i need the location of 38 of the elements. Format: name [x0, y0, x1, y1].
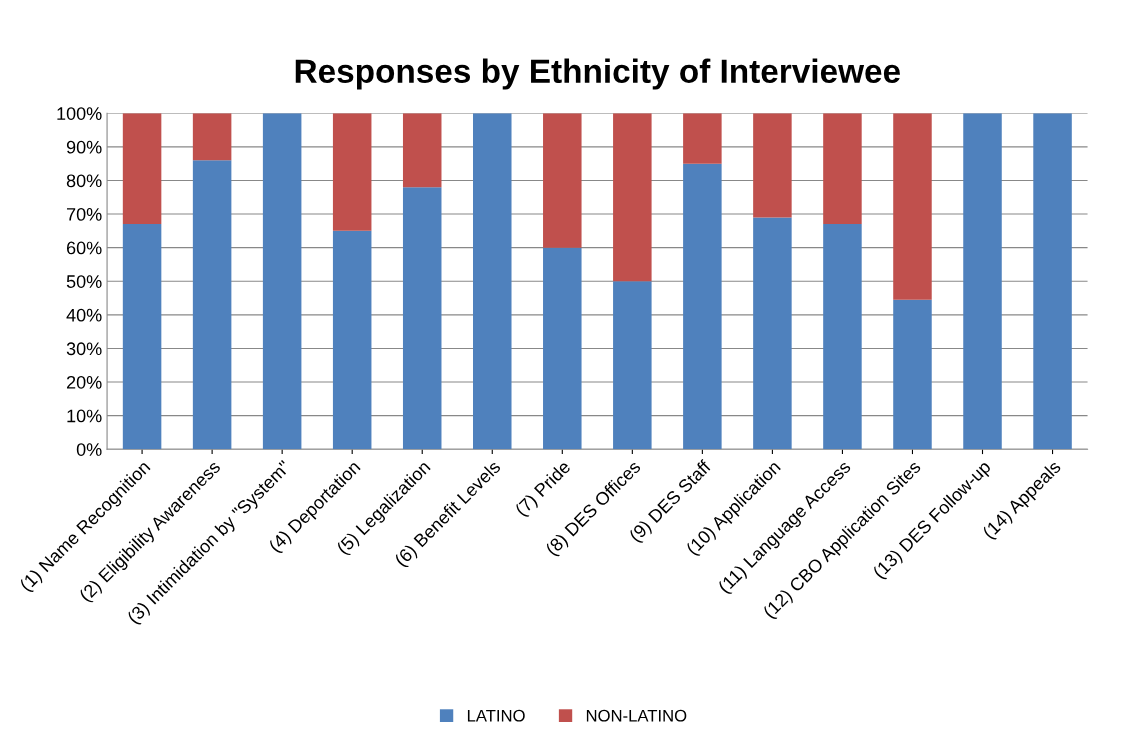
bar [262, 113, 302, 450]
legend-label: LATINO [467, 709, 525, 722]
bar [823, 113, 862, 225]
y-tick-label: 30% [66, 342, 102, 356]
bar [613, 281, 652, 450]
bar [823, 224, 862, 450]
bar [1033, 113, 1072, 450]
bar [963, 113, 1002, 450]
bar [683, 113, 722, 164]
bar [893, 299, 932, 450]
y-tick-label: 50% [66, 275, 102, 288]
bar [473, 113, 512, 450]
y-tick-label: 40% [66, 308, 102, 322]
bar [753, 113, 792, 218]
y-tick-label: 100% [57, 107, 102, 120]
bar [192, 113, 232, 161]
y-tick-label: 80% [66, 174, 102, 188]
y-tick-label: 60% [66, 241, 102, 255]
y-tick-label: 90% [66, 140, 102, 154]
bar [122, 113, 162, 225]
bar [613, 113, 652, 282]
bar [332, 113, 372, 231]
legend-label: NON-LATINO [586, 709, 687, 722]
y-tick-label: 0% [76, 443, 102, 456]
bar [543, 113, 582, 248]
bar [402, 187, 442, 450]
bar [893, 113, 932, 300]
chart-title: Responses by Ethnicity of Interviewee [295, 58, 900, 90]
bar [332, 230, 372, 450]
bar [192, 160, 232, 450]
bar [402, 113, 442, 188]
bar [753, 217, 792, 450]
bar [122, 224, 162, 450]
y-tick-label: 20% [66, 375, 102, 389]
y-tick-label: 10% [67, 409, 102, 423]
bar [683, 163, 722, 450]
y-tick-label: 70% [66, 207, 102, 221]
bar [543, 247, 582, 450]
